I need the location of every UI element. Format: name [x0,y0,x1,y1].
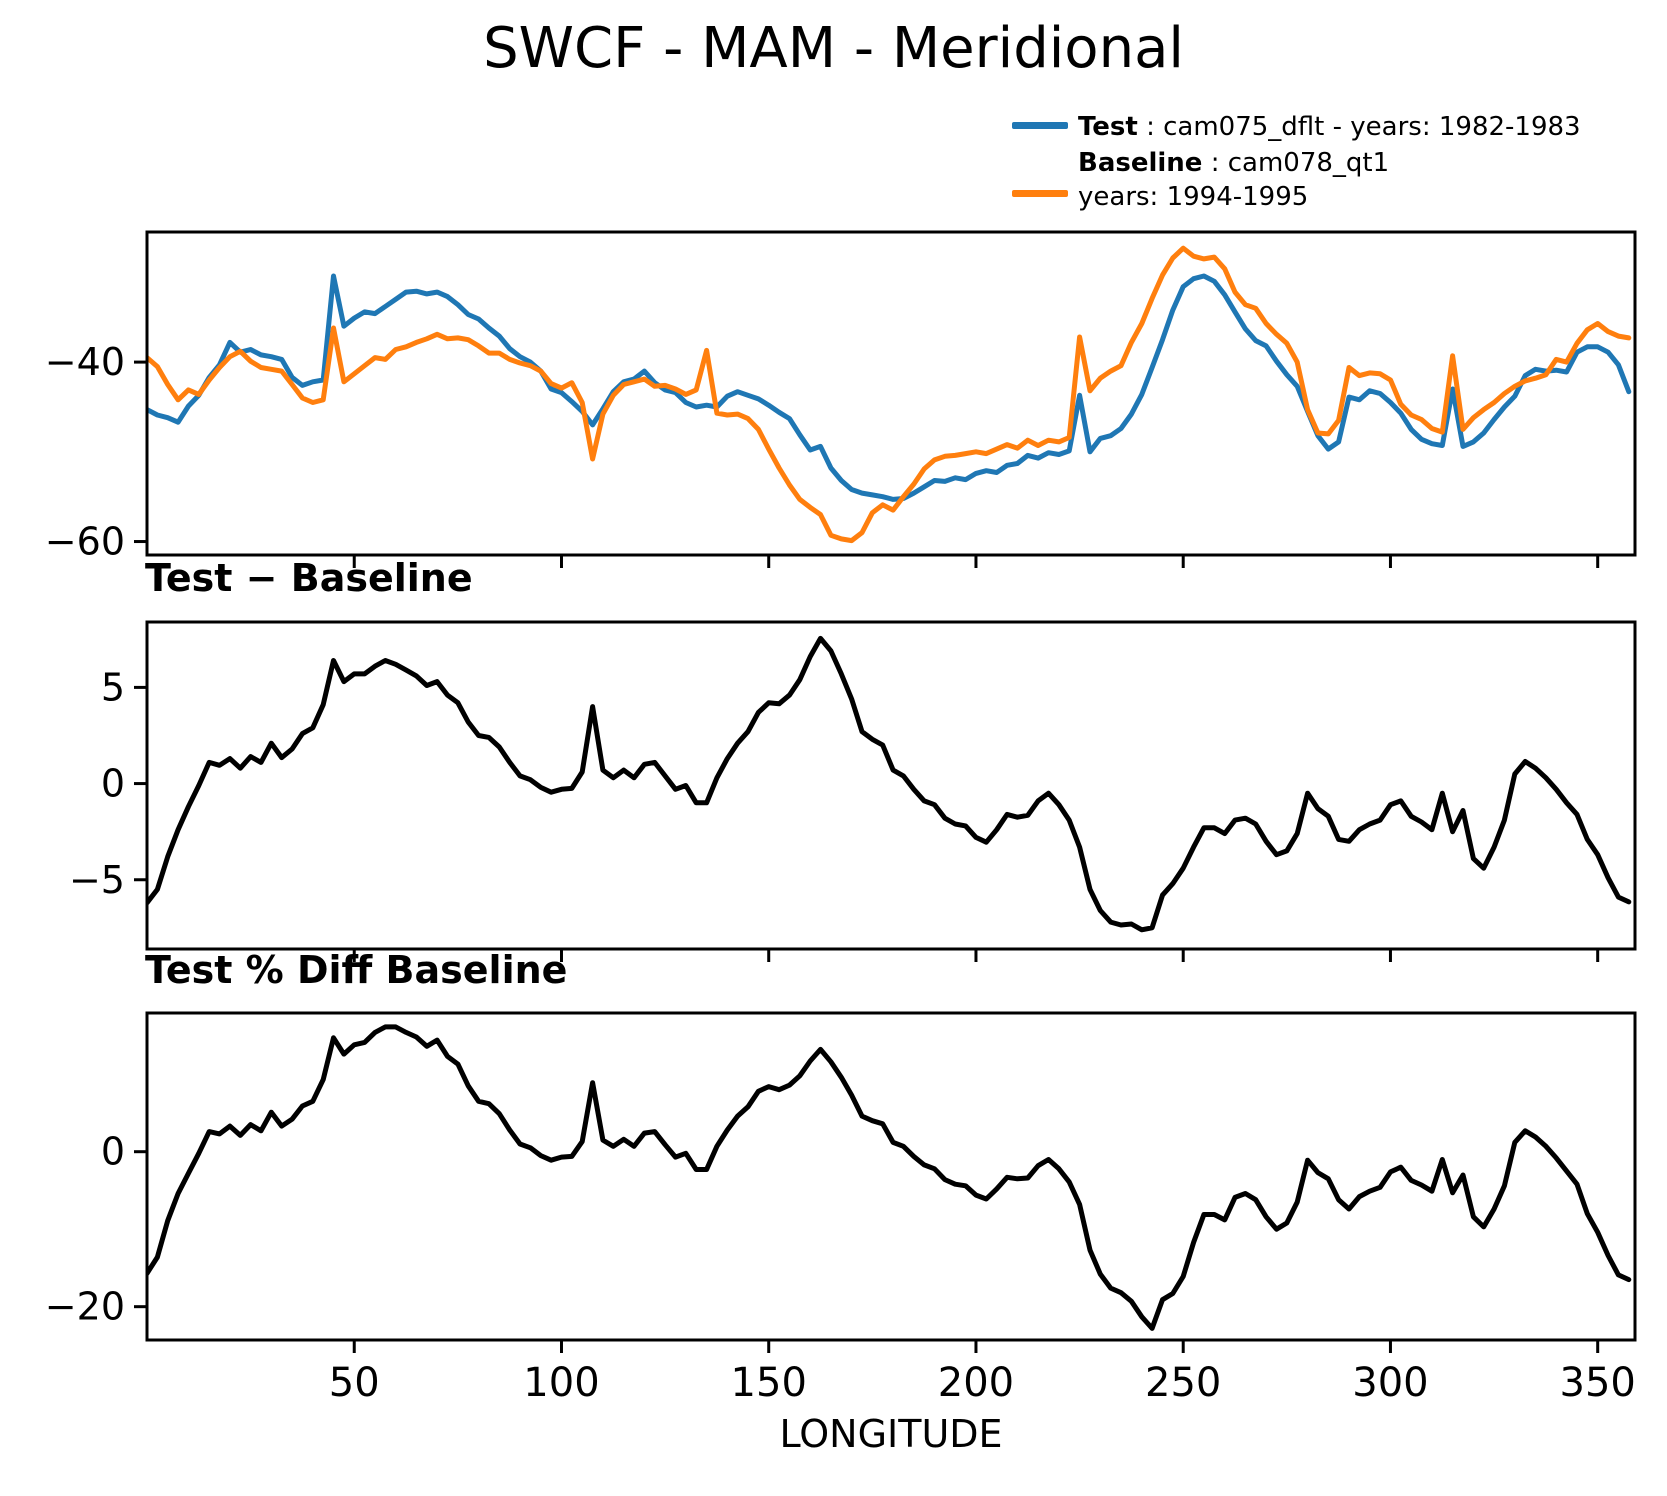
legend-entry-baseline-line2: years: 1994-1995 [1078,182,1309,212]
y-tick-label: −60 [45,520,125,564]
y-tick-label: −40 [45,340,125,384]
x-tick-label: 300 [1352,1360,1428,1406]
series-baseline [147,245,1632,544]
series-test-diff-baseline [147,1024,1632,1331]
panel-border-pct [145,1011,1637,1342]
y-tick-label: 0 [101,762,125,806]
legend-desc-baseline: cam078_qt1 [1227,148,1390,178]
x-tick-label: 150 [731,1360,807,1406]
legend-entry-test: Test : cam075_dflt - years: 1982-1983 [1078,112,1581,142]
legend-label-baseline: Baseline [1078,148,1203,178]
y-tick-label: −5 [69,858,125,902]
legend-label-test: Test [1078,112,1138,142]
page-title: SWCF - MAM - Meridional [483,16,1184,81]
series-test-baseline [147,635,1632,933]
legend-swatch-baseline [1012,190,1068,197]
x-tick-label: 250 [1145,1360,1221,1406]
panel-title-diff: Test − Baseline [145,556,473,600]
y-tick-label: −20 [45,1285,125,1329]
x-tick-label: 350 [1560,1360,1636,1406]
legend-swatch-test [1012,122,1068,129]
legend-sep-test: : [1137,112,1164,142]
legend-desc-test: cam075_dflt - years: 1982-1983 [1163,112,1581,142]
panel-title-pct: Test % Diff Baseline [145,948,568,992]
y-tick-label: 0 [101,1130,125,1174]
legend-entry-baseline: Baseline : cam078_qt1 [1078,148,1389,178]
x-tick-label: 100 [523,1360,599,1406]
x-tick-label: 50 [329,1360,380,1406]
x-tick-label: 200 [938,1360,1014,1406]
legend: Test : cam075_dflt - years: 1982-1983 Ba… [0,0,1667,230]
legend-sep-baseline: : [1202,148,1228,178]
x-axis-label: LONGITUDE [779,1412,1003,1456]
series-test [147,273,1632,502]
y-tick-label: 5 [101,665,125,709]
panel-border-main [145,230,1637,557]
panel-border-diff [145,620,1637,951]
